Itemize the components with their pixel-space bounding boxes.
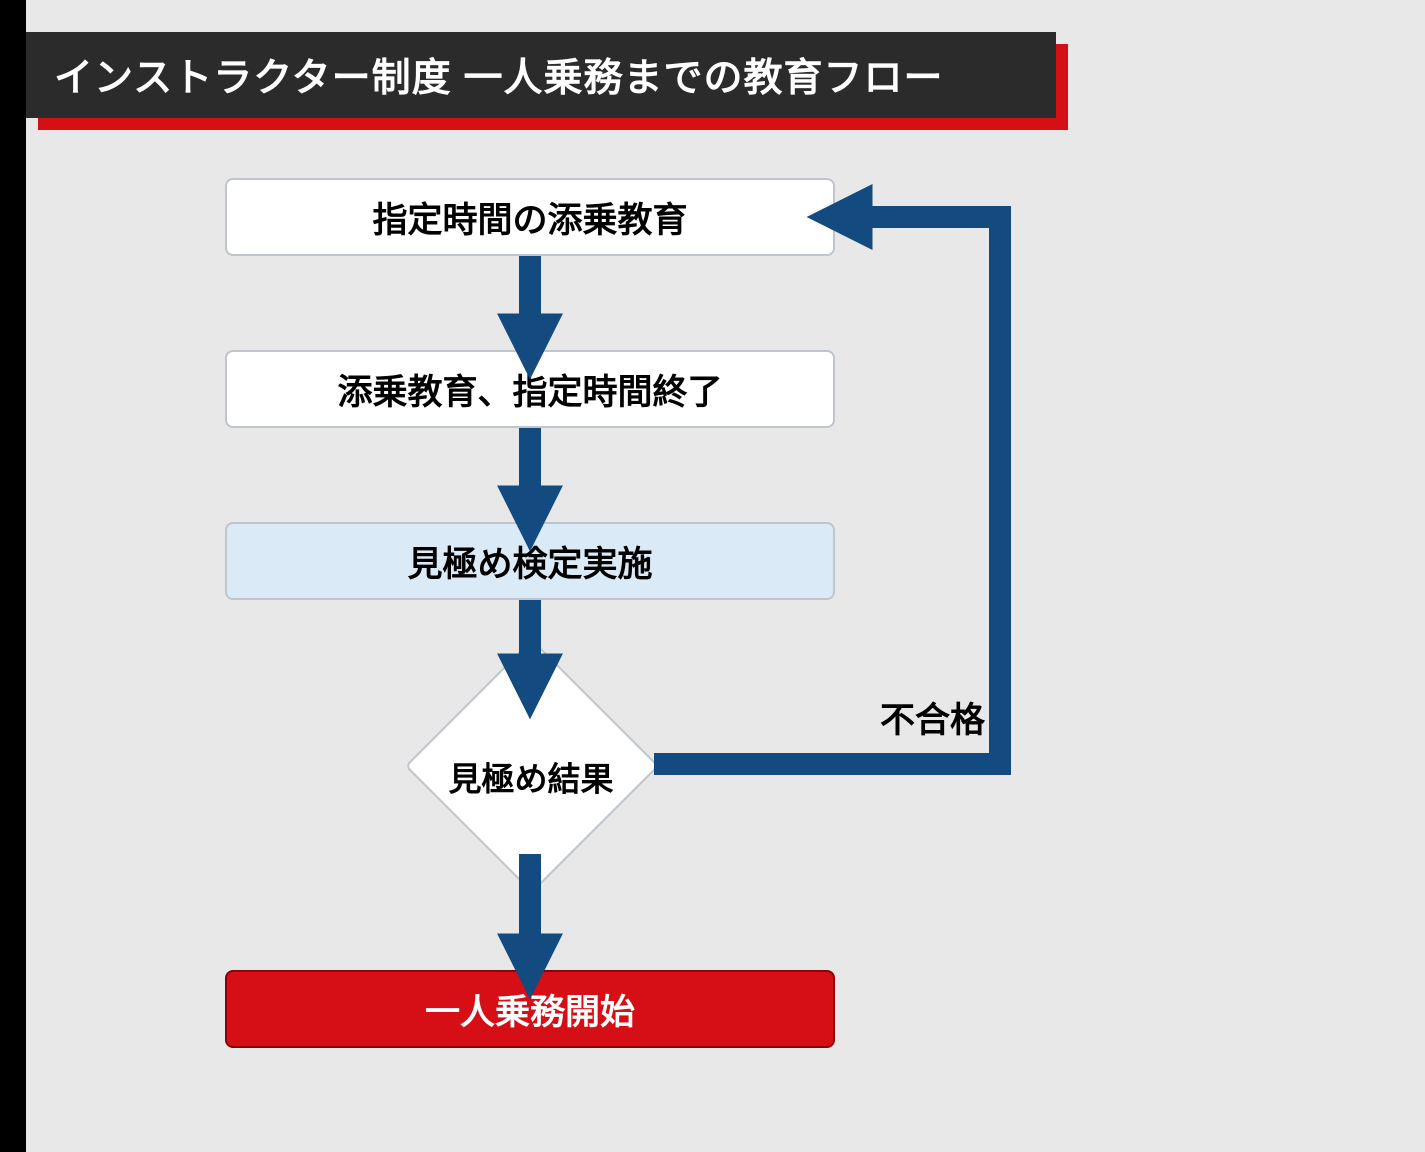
title-container: インストラクター制度 一人乗務までの教育フロー	[26, 32, 1056, 118]
page-title: インストラクター制度 一人乗務までの教育フロー	[26, 32, 1056, 118]
left-black-bar	[0, 0, 26, 1152]
decision-label: 見極め結果	[448, 752, 613, 800]
fail-label: 不合格	[880, 692, 985, 743]
flowchart-canvas: インストラクター制度 一人乗務までの教育フロー 指定時間の添乗教育 添乗教育、指…	[0, 0, 1425, 1152]
node-step2: 添乗教育、指定時間終了	[225, 350, 835, 428]
node-step3: 見極め検定実施	[225, 522, 835, 600]
node-final: 一人乗務開始	[225, 970, 835, 1048]
node-step1: 指定時間の添乗教育	[225, 178, 835, 256]
decision-diamond: 見極め結果	[405, 639, 660, 894]
